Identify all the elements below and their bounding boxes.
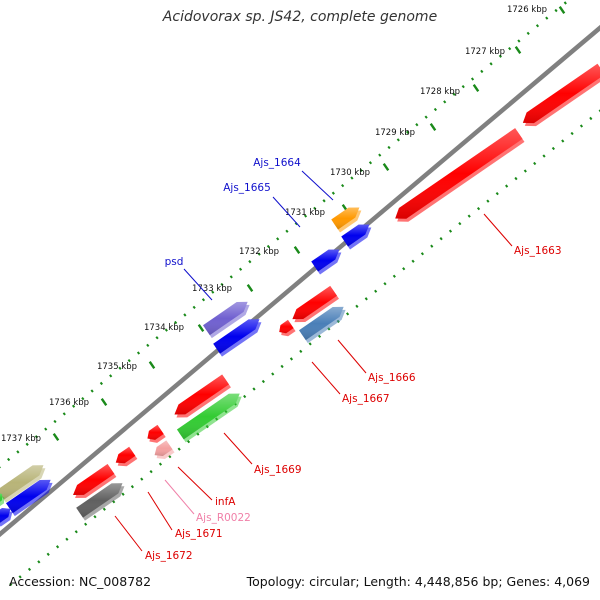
gene-psd-shine <box>202 301 248 336</box>
gene-ajs-1665[interactable] <box>341 224 372 250</box>
inner-tick-ring <box>9 109 600 587</box>
major-tick <box>52 433 60 441</box>
gene-unlabeled[interactable] <box>522 63 600 127</box>
tick-label: 1731 kbp <box>285 208 325 218</box>
gene-unlabeled[interactable] <box>176 393 242 443</box>
gene-unlabeled-shine <box>522 63 600 124</box>
gene-ajs-1663[interactable] <box>395 128 525 222</box>
gene-unlabeled[interactable] <box>0 465 46 503</box>
tick-label: 1734 kbp <box>144 323 184 333</box>
label-psd[interactable]: psd <box>165 256 184 268</box>
leader-ajs-1665 <box>272 196 301 228</box>
map-title: Acidovorax sp. JS42, complete genome <box>162 9 438 25</box>
major-tick <box>197 324 205 332</box>
gene-ajs-r0022-shine <box>154 440 173 457</box>
leader-ajs-1672 <box>114 515 143 552</box>
gene-unlabeled[interactable] <box>279 319 296 337</box>
gene-psd[interactable] <box>202 301 250 339</box>
tick-label: 1736 kbp <box>49 398 89 408</box>
gene-unlabeled-shine <box>279 319 294 334</box>
gene-unlabeled-shine <box>0 465 44 500</box>
tick-label: 1737 kbp <box>1 434 41 444</box>
gene-ajs-1667-shine <box>298 306 344 341</box>
label-ajs-1667[interactable]: Ajs_1667 <box>342 393 390 405</box>
gene-ajs-1671[interactable] <box>115 446 138 467</box>
gene-unlabeled-shine <box>213 319 260 354</box>
gene-ajs-1666[interactable] <box>292 285 340 323</box>
gene-ajs-1666-shine <box>292 285 338 320</box>
gene-unlabeled-shine <box>0 507 11 523</box>
leader-ajs-1671 <box>147 491 173 531</box>
gene-infa-shine <box>147 424 164 440</box>
gene-ajs-1667[interactable] <box>298 306 346 344</box>
gene-unlabeled[interactable] <box>76 483 125 521</box>
gene-ajs-1669[interactable] <box>174 374 231 418</box>
label-infa[interactable]: infA <box>215 496 236 508</box>
accession-text: Accession: NC_008782 <box>9 574 152 589</box>
gene-unlabeled[interactable] <box>0 492 5 507</box>
gene-ajs-r0022[interactable] <box>154 440 175 460</box>
major-tick <box>472 84 480 92</box>
major-tick <box>100 398 108 406</box>
leader-ajs-1664 <box>301 170 334 201</box>
gene-unlabeled-shine <box>5 479 51 514</box>
gene-infa[interactable] <box>147 424 166 443</box>
gene-unlabeled[interactable] <box>0 507 13 527</box>
gene-unlabeled[interactable] <box>5 479 53 517</box>
label-ajs-1663[interactable]: Ajs_1663 <box>514 245 562 257</box>
tick-label: 1733 kbp <box>192 284 232 294</box>
topology-text: Topology: circular; Length: 4,448,856 bp… <box>246 574 590 589</box>
outer-tick-ring <box>0 0 571 469</box>
gene-ajs-1671-shine <box>115 446 136 464</box>
gene-ajs-1664-shine <box>331 207 360 230</box>
tick-label: 1728 kbp <box>420 87 460 97</box>
label-ajs-1666[interactable]: Ajs_1666 <box>368 372 416 384</box>
leader-ajs-1669 <box>223 432 253 465</box>
major-tick <box>558 6 566 14</box>
gene-unlabeled[interactable] <box>311 249 342 275</box>
leader-ajs-r0022 <box>164 479 195 515</box>
label-ajs-1664[interactable]: Ajs_1664 <box>253 157 301 169</box>
label-ajs-r0022[interactable]: Ajs_R0022 <box>196 512 251 524</box>
tick-label: 1730 kbp <box>330 168 370 178</box>
gene-unlabeled-shine <box>0 493 3 502</box>
major-tick <box>429 123 437 131</box>
gene-ajs-1664[interactable] <box>331 207 362 233</box>
gene-unlabeled-shine <box>176 393 240 440</box>
tick-label: 1732 kbp <box>239 247 279 257</box>
gene-ajs-1672-shine <box>73 464 115 496</box>
label-ajs-1665[interactable]: Ajs_1665 <box>223 182 271 194</box>
major-tick <box>382 163 390 171</box>
major-tick <box>246 284 254 292</box>
label-ajs-1672[interactable]: Ajs_1672 <box>145 550 193 562</box>
leader-ajs-1663 <box>483 213 513 247</box>
leader-ajs-1667 <box>311 361 341 395</box>
leader-infa <box>177 466 213 501</box>
genome-backbone <box>0 24 600 538</box>
tick-label: 1726 kbp <box>507 5 547 15</box>
major-tick <box>293 246 301 254</box>
leader-ajs-1666 <box>337 339 367 374</box>
tick-label: 1729 kbp <box>375 128 415 138</box>
gene-ajs-1672[interactable] <box>73 464 117 499</box>
label-ajs-1669[interactable]: Ajs_1669 <box>254 464 302 476</box>
label-ajs-1671[interactable]: Ajs_1671 <box>175 528 223 540</box>
leader-psd <box>183 268 213 301</box>
tick-label: 1727 kbp <box>465 47 505 57</box>
major-tick <box>514 46 522 54</box>
tick-label: 1735 kbp <box>97 362 137 372</box>
gene-unlabeled-shine <box>76 483 123 518</box>
gene-ajs-1663-shine <box>395 128 523 219</box>
gene-unlabeled-shine <box>311 249 340 272</box>
major-tick <box>148 361 156 369</box>
gene-ajs-1665-shine <box>341 224 370 247</box>
gene-unlabeled[interactable] <box>213 319 262 357</box>
gene-ajs-1669-shine <box>174 374 229 415</box>
